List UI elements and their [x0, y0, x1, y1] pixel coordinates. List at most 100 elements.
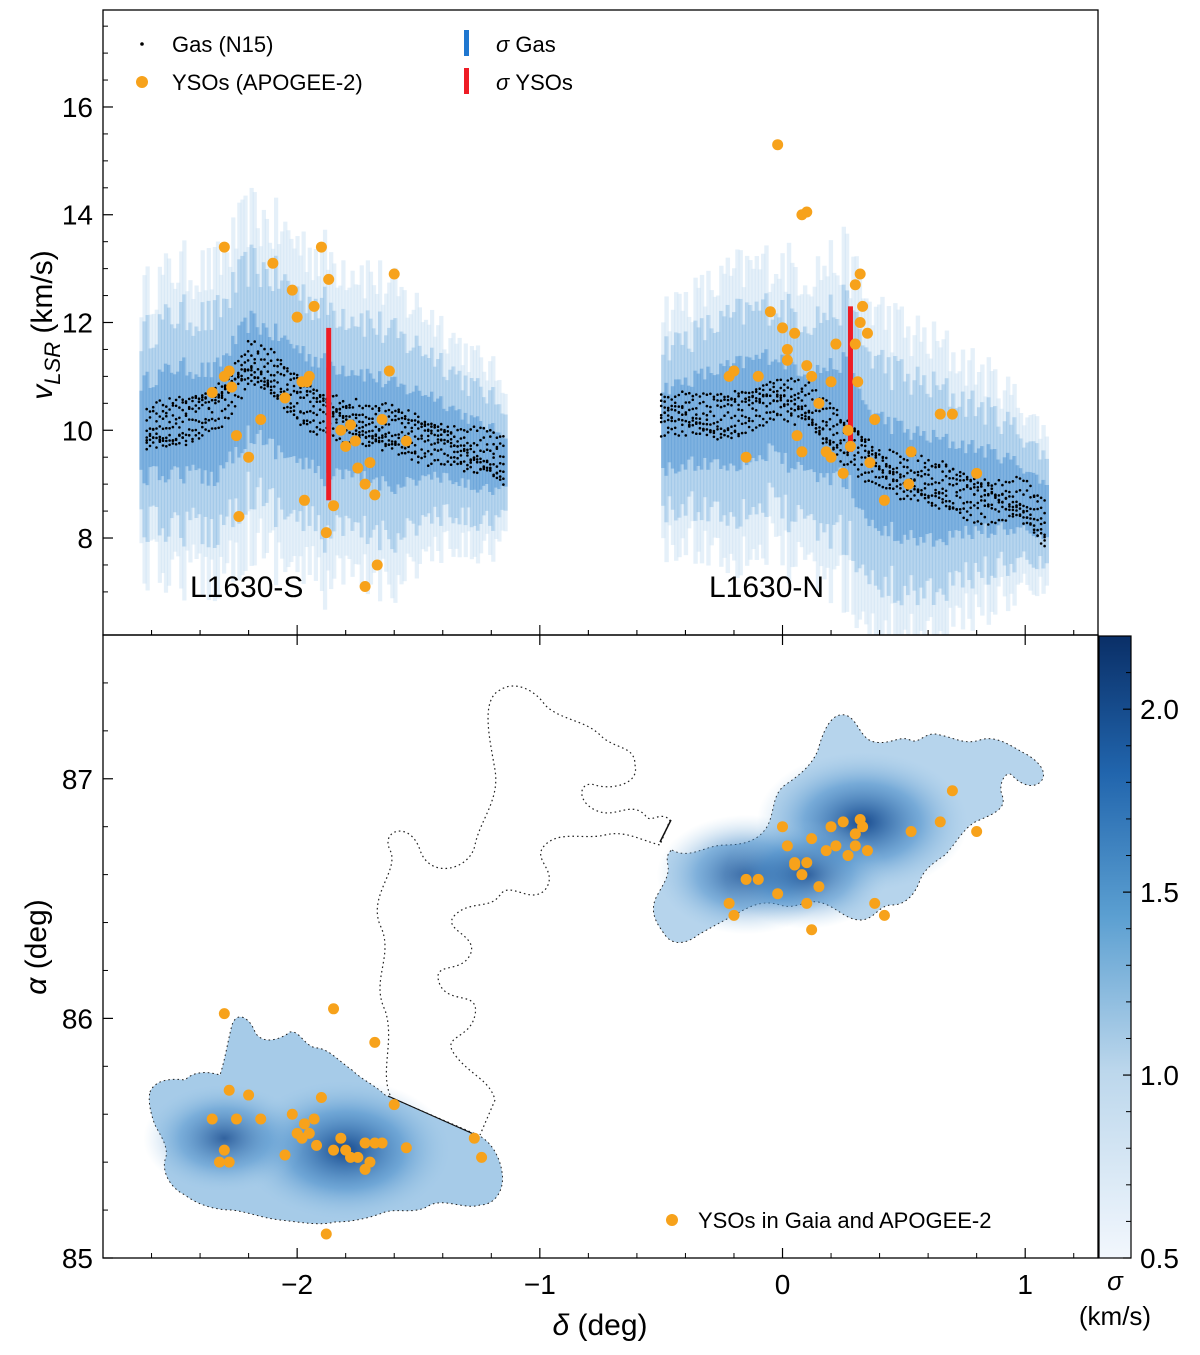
gas-point: [878, 467, 881, 471]
gas-point: [934, 504, 937, 507]
gas-point: [969, 513, 972, 517]
gas-band-core-0: [173, 374, 178, 467]
gas-point: [677, 410, 681, 414]
gas-point: [969, 500, 972, 504]
yso-position-point: [298, 1118, 310, 1130]
gas-point: [1011, 480, 1015, 483]
gas-point: [754, 426, 758, 429]
gas-band-core-1: [677, 379, 682, 472]
gas-point: [371, 421, 374, 424]
gas-point: [772, 390, 775, 394]
yso-velocity-point: [772, 139, 784, 151]
gas-point: [994, 521, 997, 525]
gas-point: [420, 425, 423, 429]
gas-band-core-1: [873, 413, 879, 529]
gas-point: [705, 428, 709, 431]
gas-point: [804, 393, 807, 397]
gas-point: [681, 390, 684, 394]
gas-point: [466, 448, 469, 452]
gas-point: [289, 406, 293, 410]
gas-band-core-0: [249, 310, 254, 444]
gas-band-outer-1: [941, 339, 946, 635]
gas-point: [681, 423, 684, 427]
gas-point: [1001, 493, 1004, 496]
gas-point: [322, 399, 325, 403]
gas-point: [888, 483, 892, 487]
gas-point: [870, 449, 874, 452]
gas-point: [666, 406, 670, 410]
gas-point: [390, 411, 394, 414]
gas-point: [315, 389, 319, 392]
gas-band-outer-0: [371, 285, 377, 573]
gas-band-outer-1: [735, 249, 740, 578]
yso-velocity-point: [764, 306, 776, 318]
legend-ysos-label: YSOs (APOGEE-2): [172, 70, 363, 95]
gas-point: [1022, 511, 1025, 514]
gas-point: [322, 397, 325, 400]
gas-point: [828, 428, 832, 431]
gas-point: [217, 382, 220, 385]
gas-point: [983, 499, 987, 502]
gas-band-outer-0: [488, 361, 493, 555]
gas-point: [783, 383, 786, 386]
gas-point: [888, 486, 892, 490]
gas-point: [962, 516, 965, 520]
gas-point: [909, 497, 913, 501]
gas-band-mid-0: [316, 318, 322, 516]
gas-point: [666, 418, 670, 422]
gas-point: [839, 439, 842, 442]
gas-point: [407, 418, 410, 422]
gas-band-mid-1: [799, 332, 805, 510]
gas-band-core-1: [851, 373, 856, 499]
gas-point: [286, 369, 289, 373]
gas-point: [666, 426, 670, 430]
gas-point: [472, 458, 476, 462]
gas-point: [397, 417, 401, 421]
gas-point: [151, 436, 155, 439]
gas-point: [292, 372, 296, 376]
gas-band-mid-1: [918, 385, 924, 588]
gas-point: [793, 423, 797, 426]
gas-point: [973, 486, 976, 489]
gas-band-mid-1: [1028, 441, 1033, 565]
gas-point: [860, 456, 863, 459]
gas-point: [227, 404, 230, 407]
gas-band-outer-1: [1034, 416, 1040, 597]
gas-point: [240, 374, 243, 378]
gas-band-outer-0: [408, 314, 413, 558]
gas-band-mid-1: [780, 300, 785, 519]
gas-point: [944, 499, 948, 503]
gas-point: [976, 486, 980, 489]
gas-point: [1032, 524, 1036, 527]
gas-band-mid-1: [770, 319, 776, 488]
gas-point: [197, 400, 201, 404]
gas-point: [433, 426, 437, 429]
gas-band-core-1: [1034, 474, 1040, 538]
gas-point: [684, 434, 688, 437]
gas-point: [779, 413, 783, 417]
gas-point: [779, 394, 783, 397]
gas-band-outer-1: [819, 280, 824, 567]
gas-point: [659, 416, 663, 420]
gas-point: [485, 448, 489, 452]
gas-point: [273, 391, 276, 395]
gas-band-outer-0: [182, 240, 187, 601]
gas-point: [962, 472, 965, 476]
gas-point: [390, 403, 394, 407]
gas-band-core-1: [732, 363, 737, 466]
gas-point: [691, 407, 695, 411]
gas-point: [197, 407, 201, 410]
gas-point: [266, 352, 270, 356]
gas-point: [178, 434, 181, 437]
gas-point: [485, 469, 489, 472]
gas-point: [318, 408, 322, 412]
gas-point: [695, 393, 698, 396]
gas-point: [825, 441, 828, 444]
gas-point: [237, 395, 240, 399]
gas-point: [230, 412, 234, 416]
gas-point: [158, 415, 162, 418]
gas-point: [951, 501, 955, 505]
gas-point: [502, 477, 505, 481]
gas-point: [765, 383, 768, 387]
yso-position-point: [789, 857, 801, 869]
